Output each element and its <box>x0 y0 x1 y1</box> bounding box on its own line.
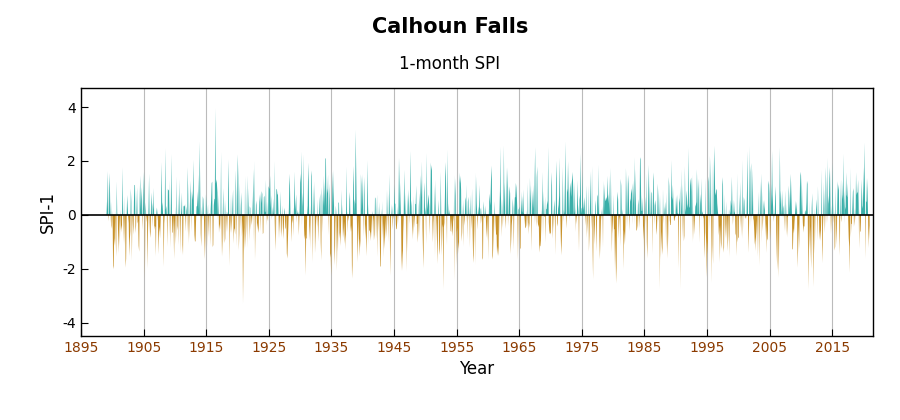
Text: 1-month SPI: 1-month SPI <box>400 55 500 73</box>
Text: Calhoun Falls: Calhoun Falls <box>372 17 528 37</box>
X-axis label: Year: Year <box>459 360 495 378</box>
Y-axis label: SPI-1: SPI-1 <box>39 191 57 233</box>
